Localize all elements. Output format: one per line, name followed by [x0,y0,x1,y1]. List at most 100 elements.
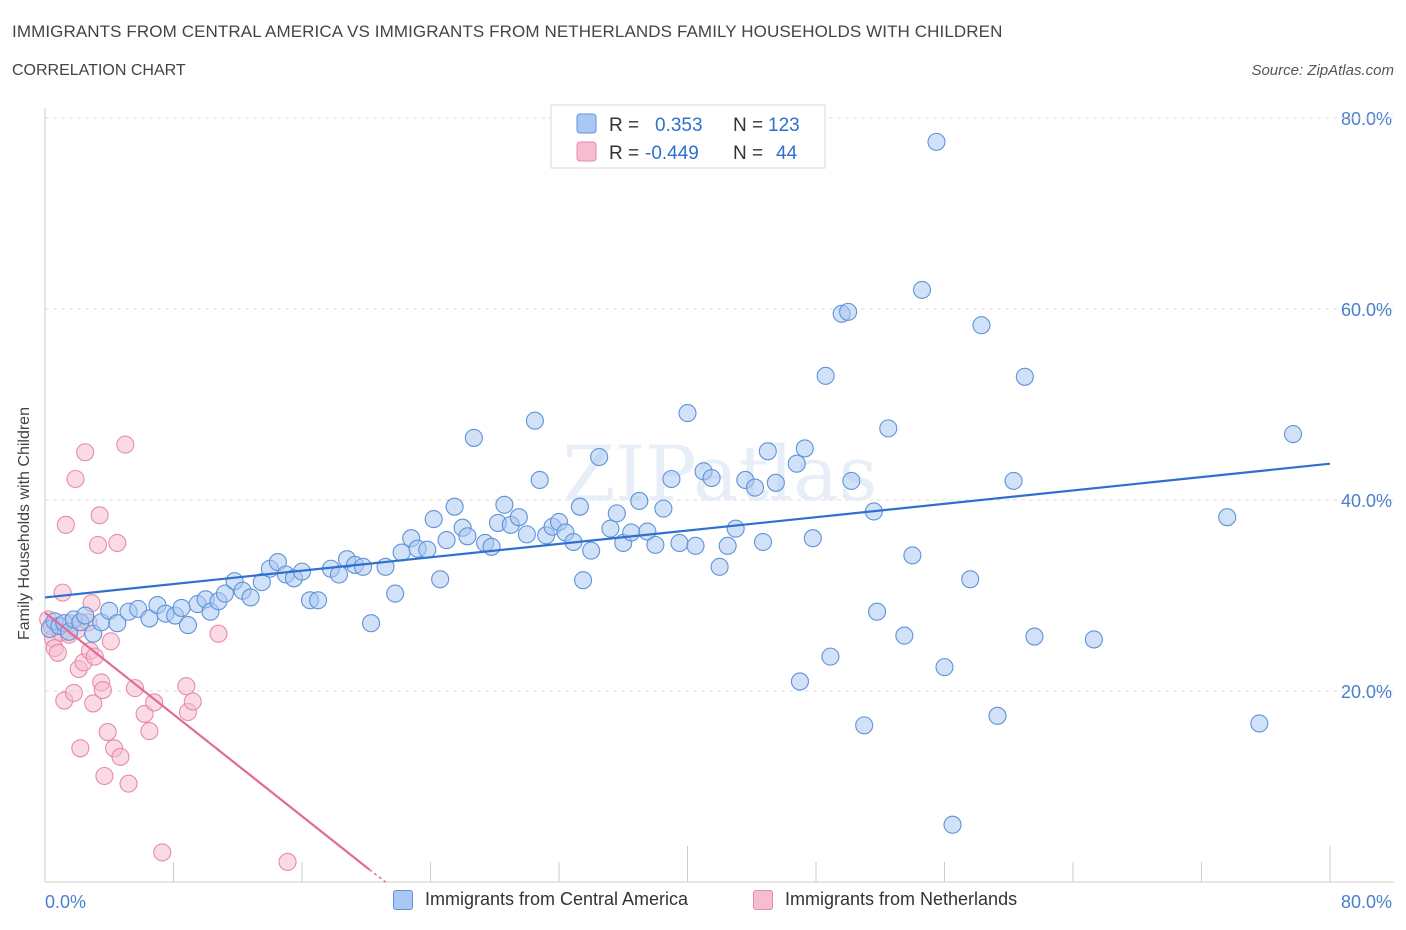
netherlands-point [209,624,228,643]
central-america-point [867,602,887,621]
watermark: ZIPatlas [562,429,877,518]
central-america-point [570,497,589,516]
chart-subtitle: CORRELATION CHART [12,62,186,79]
central-america-point [935,658,954,677]
central-america-point [961,570,980,589]
netherlands-trendline [44,611,371,871]
legend-item-central-america: Immigrants from Central America [393,889,688,910]
central-america-point [879,419,898,438]
source-credit: Source: ZipAtlas.com [1251,62,1394,79]
netherlands-point [125,679,144,698]
central-america-point [855,716,874,735]
legend-label: Immigrants from Netherlands [785,889,1018,909]
legend-n-label: N = [733,143,763,164]
central-america-point [630,491,649,511]
legend-n-value: 123 [768,115,800,136]
netherlands-point [111,747,130,766]
central-america-point [530,470,549,489]
central-america-point [895,626,914,645]
central-america-point [607,504,626,523]
netherlands-point [177,677,196,696]
central-america-point [803,529,822,548]
central-america-point [912,280,932,299]
central-america-point [1284,425,1303,444]
central-america-point [718,536,737,555]
netherlands-point [119,774,138,793]
central-america-point [437,531,456,550]
netherlands-points [39,435,297,871]
netherlands-trendline-extension [369,868,386,883]
central-america-point [1218,508,1237,527]
central-america-point [431,570,450,589]
legend-n-value: 44 [776,143,798,164]
central-america-point [215,584,234,603]
central-america-point [702,468,721,488]
netherlands-point [84,694,103,713]
netherlands-point [76,443,95,462]
central-america-point [654,499,673,518]
central-america-point [241,588,260,607]
central-america-point [839,302,858,321]
legend-r-value: -0.449 [645,143,699,164]
central-america-point [1015,367,1034,386]
central-america-point [482,537,501,556]
legend-label: Immigrants from Central America [425,889,689,909]
central-america-point [601,519,620,538]
central-america-point [790,672,809,691]
central-america-point [76,606,95,625]
legend-r-label: R = [609,115,639,136]
central-america-point [1004,471,1023,490]
central-america-point [726,519,745,538]
netherlands-point [48,643,67,662]
central-america-point [386,584,405,603]
legend-r-label: R = [609,143,639,164]
central-america-point [622,523,641,542]
netherlands-point [71,739,90,758]
netherlands-point [116,435,135,454]
central-america-point [172,598,191,617]
central-america-point [517,525,536,544]
central-america-point [392,543,411,562]
legend-r-value: 0.353 [655,115,703,136]
central-america-point [903,546,922,565]
central-america-point [362,614,381,633]
legend-swatch-blue [393,889,413,910]
y-tick-label: 60.0% [1341,300,1392,320]
legend-n-label: N = [733,115,763,136]
central-america-point [795,439,814,458]
netherlands-point [53,583,72,602]
legend-swatch-blue [576,113,597,134]
central-america-point [686,536,705,555]
central-america-point [816,366,835,385]
central-america-point [821,647,840,666]
central-america-point [766,473,785,492]
legend-swatch-pink [753,889,773,910]
central-america-point [1025,627,1044,646]
central-america-point [464,428,483,447]
netherlands-point [85,647,104,666]
central-america-point [753,532,773,552]
netherlands-point [64,683,83,702]
netherlands-point [95,766,114,786]
central-america-point [525,411,544,430]
netherlands-point [108,533,127,553]
netherlands-point [101,632,120,651]
central-america-point [943,815,962,834]
central-america-point [1084,630,1103,649]
central-america-point [678,404,697,423]
netherlands-point [88,535,108,554]
legend-swatch-pink [576,141,597,162]
netherlands-point [153,843,172,862]
central-america-point [458,527,477,546]
axis-layer [44,108,1394,883]
central-america-point [972,316,991,335]
central-america-point [710,557,729,576]
central-america-point [662,469,681,489]
central-america-point [842,471,861,490]
chart-title: IMMIGRANTS FROM CENTRAL AMERICA VS IMMIG… [12,22,1003,41]
netherlands-point [145,693,164,712]
netherlands-point [56,515,75,534]
central-america-point [353,557,373,576]
netherlands-point [140,722,159,741]
